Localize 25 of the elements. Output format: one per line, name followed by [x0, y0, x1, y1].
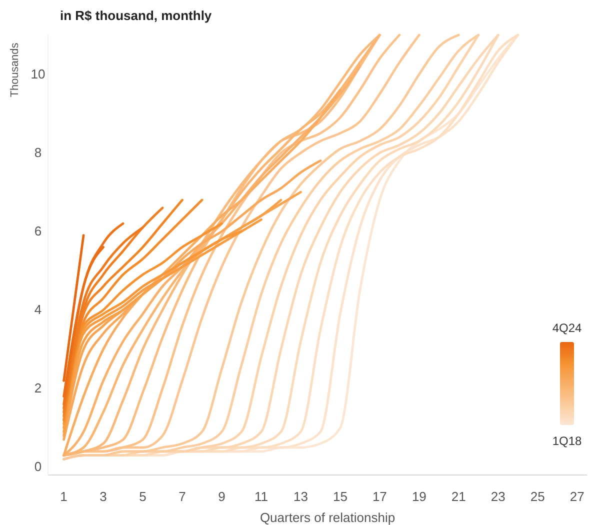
- x-tick-label: 13: [293, 489, 308, 504]
- y-tick-label: 10: [30, 66, 46, 82]
- x-tick-label: 5: [139, 489, 146, 504]
- y-tick-label: 4: [34, 302, 42, 317]
- y-tick-label: 0: [34, 459, 42, 474]
- x-tick-label: 11: [254, 489, 268, 504]
- x-tick-label: 7: [178, 489, 186, 504]
- x-tick-label: 1: [60, 489, 68, 504]
- x-tick-label: 15: [332, 489, 348, 504]
- x-axis-title: Quarters of relationship: [260, 510, 396, 525]
- y-tick-label: 2: [34, 380, 42, 396]
- chart-subtitle: in R$ thousand, monthly: [60, 8, 212, 23]
- x-tick-label: 9: [218, 489, 226, 504]
- x-tick-label: 3: [100, 489, 107, 504]
- x-tick-label: 25: [530, 489, 545, 504]
- y-tick-label: 6: [34, 223, 42, 238]
- y-axis-title: Thousands: [9, 42, 21, 98]
- y-tick-label: 8: [34, 144, 42, 160]
- x-tick-label: 23: [490, 489, 506, 504]
- annotation: 1Q18: [552, 434, 582, 448]
- annotation: 4Q24: [552, 321, 582, 335]
- x-tick-label: 19: [412, 489, 426, 504]
- x-tick-label: 27: [570, 489, 584, 504]
- x-tick-label: 17: [372, 489, 387, 504]
- x-tick-label: 21: [451, 489, 466, 504]
